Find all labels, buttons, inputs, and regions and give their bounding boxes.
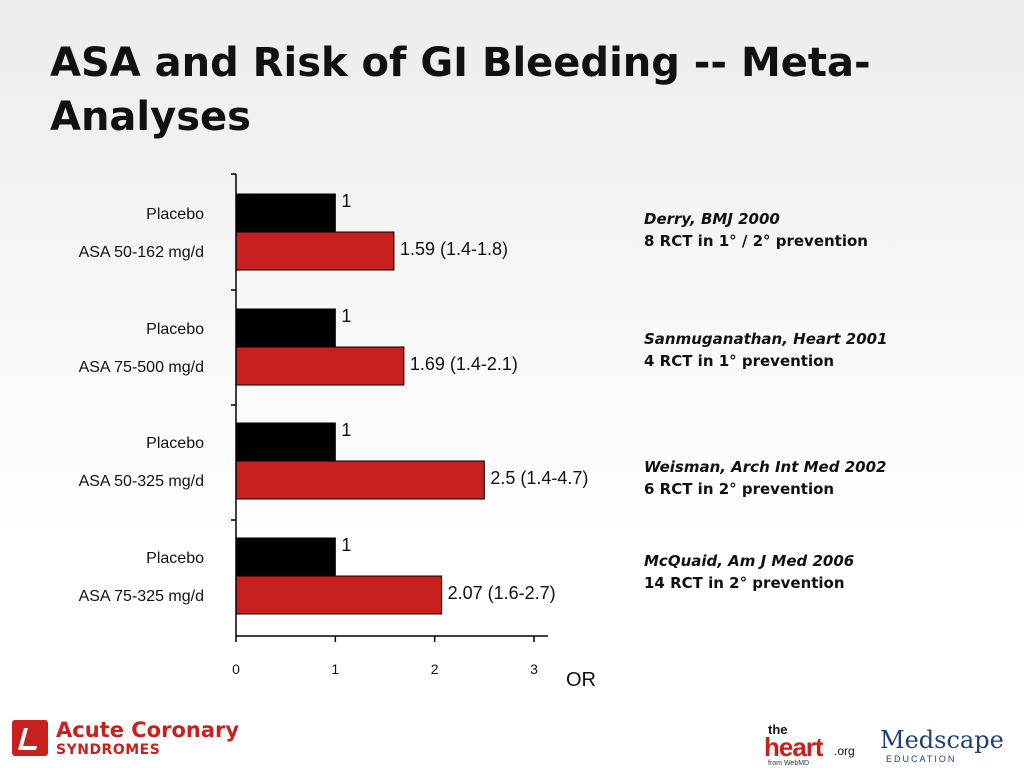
bar-asa	[235, 460, 485, 500]
category-label: Placebo	[146, 550, 204, 567]
medscape-logo-sub: EDUCATION	[886, 754, 957, 764]
medscape-logo-main: Medscape	[880, 726, 1004, 754]
odds-ratio-bar-chart: Placebo 1 ASA 50-162 mg/d 1.59 (1.4-1.8) Pla…	[79, 173, 596, 691]
category-label: Placebo	[146, 206, 204, 223]
category-label: ASA 75-325 mg/d	[79, 588, 204, 605]
study-title: McQuaid, Am J Med 2006	[644, 552, 855, 570]
bar-asa	[235, 346, 405, 386]
heart-logo-from: from WebMD	[768, 760, 810, 767]
x-tick-label: 1	[331, 661, 339, 677]
acute-coronary-syndromes-logo: Acute Coronary SYNDROMES	[12, 718, 252, 762]
acs-logo-line2: SYNDROMES	[56, 742, 161, 758]
x-tick-label: 2	[431, 661, 439, 677]
data-label: 1	[341, 191, 351, 211]
data-label: 1.69 (1.4-2.1)	[410, 354, 518, 374]
slide-title: ASA and Risk of GI Bleeding -- Meta-Anal…	[50, 40, 871, 140]
x-tick-label: 0	[232, 661, 240, 677]
study-derry: Derry, BMJ 2000 8 RCT in 1° / 2° prevent…	[644, 208, 868, 252]
data-label: 1	[341, 306, 351, 326]
data-label: 2.5 (1.4-4.7)	[490, 468, 588, 488]
theheart-logo: the heart .org from WebMD	[764, 722, 864, 767]
data-label: 1.59 (1.4-1.8)	[400, 239, 508, 259]
study-title: Derry, BMJ 2000	[644, 210, 780, 228]
study-description: 14 RCT in 2° prevention	[644, 574, 845, 592]
acs-logo-line1: Acute Coronary	[56, 718, 240, 742]
data-label: 1	[341, 420, 351, 440]
medscape-logo: Medscape EDUCATION	[880, 726, 1010, 766]
heart-logo-the: the	[768, 722, 788, 737]
category-label: ASA 75-500 mg/d	[79, 359, 204, 376]
bar-placebo	[235, 422, 336, 462]
data-label: 1	[341, 535, 351, 555]
category-label: Placebo	[146, 321, 204, 338]
study-mcquaid: McQuaid, Am J Med 2006 14 RCT in 2° prev…	[644, 550, 854, 594]
heart-logo-main: heart	[764, 732, 824, 762]
study-weisman: Weisman, Arch Int Med 2002 6 RCT in 2° p…	[644, 456, 886, 500]
study-description: 6 RCT in 2° prevention	[644, 480, 835, 498]
acs-mark-icon	[12, 720, 48, 756]
x-tick-label: 3	[530, 661, 538, 677]
study-title: Sanmuganathan, Heart 2001	[644, 330, 888, 348]
bar-asa	[235, 231, 395, 271]
category-label: Placebo	[146, 435, 204, 452]
study-title: Weisman, Arch Int Med 2002	[644, 458, 887, 476]
study-description: 4 RCT in 1° prevention	[644, 352, 835, 370]
bar-placebo	[235, 308, 336, 348]
category-label: ASA 50-325 mg/d	[79, 473, 204, 490]
data-label: 2.07 (1.6-2.7)	[448, 583, 556, 603]
study-sanmuganathan: Sanmuganathan, Heart 2001 4 RCT in 1° pr…	[644, 328, 888, 372]
bar-placebo	[235, 537, 336, 577]
heart-logo-org: .org	[834, 744, 855, 758]
study-description: 8 RCT in 1° / 2° prevention	[644, 232, 868, 250]
x-axis-title: OR	[566, 669, 596, 691]
category-label: ASA 50-162 mg/d	[79, 244, 204, 261]
bar-asa	[235, 575, 443, 615]
bar-placebo	[235, 193, 336, 233]
